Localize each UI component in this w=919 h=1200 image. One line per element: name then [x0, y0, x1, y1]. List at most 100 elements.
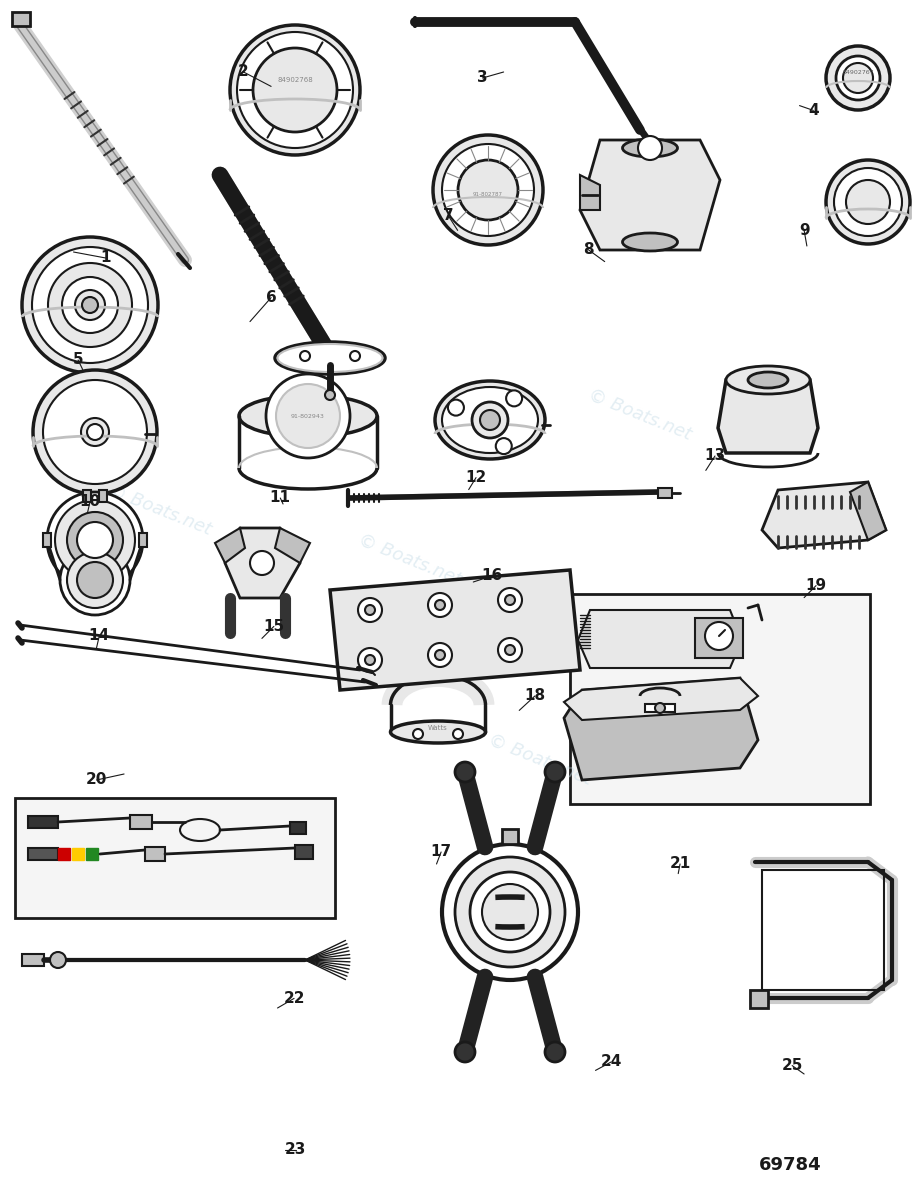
Circle shape	[638, 136, 662, 160]
Polygon shape	[580, 175, 600, 210]
Bar	[28, 816, 58, 828]
Bar	[86, 848, 98, 860]
Circle shape	[32, 247, 148, 362]
Text: © Boats.net: © Boats.net	[585, 386, 694, 444]
Text: 14: 14	[89, 629, 109, 643]
Circle shape	[826, 160, 910, 244]
Circle shape	[358, 648, 382, 672]
Circle shape	[545, 762, 565, 782]
Circle shape	[455, 762, 475, 782]
Circle shape	[325, 390, 335, 400]
Text: 25: 25	[781, 1058, 803, 1073]
Text: 20: 20	[85, 773, 108, 787]
Bar	[502, 829, 518, 844]
Polygon shape	[275, 528, 310, 563]
Circle shape	[365, 655, 375, 665]
Text: 22: 22	[283, 991, 305, 1006]
Text: 8: 8	[583, 242, 594, 257]
Circle shape	[428, 593, 452, 617]
Text: © Boats.net: © Boats.net	[356, 532, 464, 589]
Circle shape	[43, 380, 147, 484]
Bar	[99, 490, 107, 502]
Bar	[645, 704, 675, 712]
Ellipse shape	[748, 372, 788, 388]
Text: 17: 17	[431, 845, 451, 859]
Circle shape	[266, 374, 350, 458]
Circle shape	[498, 588, 522, 612]
Text: 16: 16	[481, 569, 503, 583]
Circle shape	[81, 418, 109, 446]
Circle shape	[453, 728, 463, 739]
Text: 18: 18	[525, 689, 545, 703]
Bar	[570, 594, 870, 804]
Text: 6: 6	[266, 290, 277, 305]
Text: 84902768: 84902768	[278, 77, 312, 83]
Text: 69784: 69784	[759, 1156, 822, 1174]
Text: 1: 1	[100, 251, 111, 265]
Text: 13: 13	[705, 449, 725, 463]
Circle shape	[448, 400, 464, 415]
Circle shape	[62, 277, 118, 332]
Text: 84902767: 84902767	[842, 71, 874, 76]
Bar	[83, 490, 91, 502]
Circle shape	[48, 263, 132, 347]
Ellipse shape	[442, 386, 538, 452]
Text: 9: 9	[799, 223, 810, 238]
Circle shape	[250, 551, 274, 575]
Bar	[695, 618, 743, 658]
Text: 11: 11	[270, 491, 290, 505]
Polygon shape	[850, 482, 886, 540]
Text: 4: 4	[808, 103, 819, 118]
Polygon shape	[718, 380, 818, 452]
Polygon shape	[215, 528, 245, 563]
Text: Watts: Watts	[428, 725, 448, 731]
Text: 24: 24	[600, 1055, 622, 1069]
Circle shape	[470, 872, 550, 952]
Polygon shape	[580, 140, 720, 250]
Bar	[290, 822, 306, 834]
Bar	[22, 954, 44, 966]
Polygon shape	[564, 678, 758, 720]
Ellipse shape	[622, 233, 677, 251]
Circle shape	[67, 552, 123, 608]
Text: 91-802787: 91-802787	[473, 192, 503, 198]
Text: 15: 15	[264, 619, 284, 634]
Ellipse shape	[726, 366, 810, 394]
Polygon shape	[578, 610, 742, 668]
Bar	[58, 848, 70, 860]
Bar	[130, 815, 152, 829]
Circle shape	[442, 844, 578, 980]
Text: 23: 23	[285, 1142, 307, 1157]
Circle shape	[545, 1042, 565, 1062]
Circle shape	[655, 703, 665, 713]
Ellipse shape	[275, 342, 385, 374]
Circle shape	[33, 370, 157, 494]
Circle shape	[826, 46, 890, 110]
Bar	[28, 848, 58, 860]
Bar	[72, 848, 84, 860]
Circle shape	[55, 500, 135, 580]
Circle shape	[455, 1042, 475, 1062]
Circle shape	[60, 545, 130, 614]
Circle shape	[365, 605, 375, 614]
Circle shape	[253, 48, 337, 132]
Circle shape	[77, 522, 113, 558]
Circle shape	[435, 600, 445, 610]
Polygon shape	[564, 678, 758, 780]
Circle shape	[455, 857, 565, 967]
Circle shape	[435, 650, 445, 660]
Circle shape	[843, 62, 873, 92]
Circle shape	[846, 180, 890, 224]
Ellipse shape	[239, 395, 377, 437]
Bar	[750, 990, 768, 1008]
Bar	[295, 845, 313, 859]
Circle shape	[506, 390, 522, 407]
Bar	[139, 533, 147, 547]
Polygon shape	[330, 570, 580, 690]
Circle shape	[358, 598, 382, 622]
Ellipse shape	[278, 344, 382, 372]
Polygon shape	[225, 528, 300, 598]
Text: 2: 2	[238, 65, 249, 79]
Bar	[12, 12, 30, 26]
Circle shape	[498, 638, 522, 662]
